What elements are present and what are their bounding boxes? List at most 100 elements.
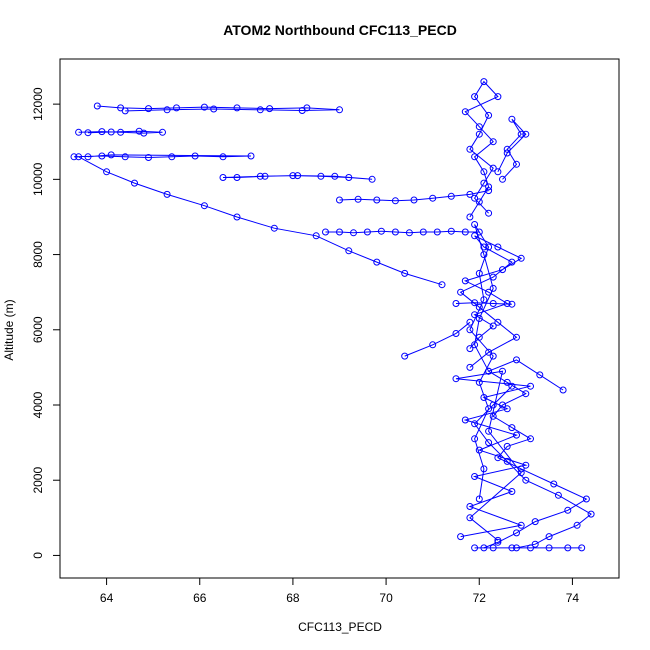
- series-line: [459, 235, 523, 368]
- x-tick-label: 72: [473, 591, 487, 605]
- x-tick-label: 64: [100, 591, 114, 605]
- data-point: [191, 152, 199, 160]
- data-point: [93, 102, 101, 110]
- data-point: [471, 311, 479, 319]
- data-point: [84, 129, 92, 137]
- data-point: [373, 196, 381, 204]
- series-7: [75, 127, 166, 137]
- data-point: [145, 154, 152, 161]
- data-point: [466, 326, 474, 334]
- data-point: [457, 533, 465, 541]
- data-point: [447, 192, 455, 200]
- series-10: [494, 115, 530, 183]
- data-point: [354, 195, 362, 203]
- data-point: [270, 224, 278, 232]
- data-point: [480, 179, 488, 187]
- data-point: [494, 318, 502, 326]
- data-point: [494, 454, 502, 462]
- data-point: [475, 198, 483, 206]
- x-tick-label: 70: [379, 591, 393, 605]
- series-1: [457, 232, 525, 371]
- data-point: [513, 356, 520, 364]
- data-point: [508, 424, 516, 432]
- data-point: [131, 179, 138, 187]
- data-point: [527, 544, 534, 552]
- data-point: [513, 431, 520, 439]
- data-point: [336, 228, 343, 236]
- y-axis-label: Altitude (m): [2, 299, 16, 360]
- data-point: [471, 341, 479, 349]
- data-point: [336, 196, 343, 204]
- data-point: [485, 111, 493, 119]
- data-point: [494, 538, 502, 546]
- data-point: [266, 105, 274, 113]
- data-point: [489, 284, 497, 292]
- data-point: [471, 221, 479, 228]
- data-point: [559, 386, 567, 394]
- y-axis: 0 2000 4000 6000 8000 10000 12000: [31, 87, 61, 559]
- data-point: [503, 378, 511, 386]
- data-point: [461, 416, 469, 424]
- data-point: [471, 299, 479, 307]
- data-point: [210, 105, 218, 113]
- data-point: [294, 172, 302, 180]
- data-point: [219, 153, 227, 161]
- data-point: [517, 469, 525, 477]
- series-3: [322, 227, 483, 237]
- data-point: [503, 145, 511, 153]
- data-point: [233, 104, 241, 112]
- series-layer: [70, 78, 595, 552]
- data-point: [410, 196, 418, 204]
- data-point: [461, 277, 469, 285]
- data-point: [531, 518, 539, 526]
- series-line: [325, 230, 480, 234]
- data-point: [503, 457, 511, 465]
- data-point: [475, 130, 483, 138]
- data-point: [527, 435, 534, 443]
- series-16: [466, 221, 497, 503]
- data-point: [513, 333, 520, 341]
- data-point: [522, 461, 530, 469]
- data-point: [522, 390, 530, 398]
- data-point: [471, 194, 479, 202]
- data-point: [345, 174, 353, 181]
- data-point: [489, 322, 497, 330]
- data-point: [475, 123, 483, 131]
- data-point: [377, 227, 385, 235]
- series-11: [471, 382, 595, 552]
- data-point: [503, 405, 511, 413]
- data-point: [135, 127, 143, 135]
- data-point: [513, 529, 520, 537]
- data-point: [475, 269, 483, 277]
- y-tick-label: 12000: [31, 87, 45, 121]
- data-point: [480, 296, 488, 304]
- data-point: [447, 227, 455, 235]
- y-tick-label: 0: [31, 552, 45, 559]
- data-point: [508, 382, 516, 390]
- data-point: [429, 194, 437, 202]
- data-point: [256, 106, 264, 114]
- data-point: [480, 465, 488, 473]
- data-point: [163, 106, 171, 114]
- data-point: [517, 521, 525, 529]
- data-point: [550, 480, 558, 488]
- data-point: [508, 115, 516, 123]
- data-point: [107, 128, 115, 136]
- data-point: [350, 229, 357, 237]
- data-point: [391, 197, 399, 205]
- data-point: [573, 521, 581, 529]
- data-point: [471, 544, 479, 552]
- data-point: [140, 129, 148, 137]
- data-point: [466, 503, 474, 510]
- data-point: [173, 104, 180, 112]
- data-point: [489, 300, 497, 307]
- data-point: [466, 213, 474, 221]
- data-point: [70, 153, 78, 161]
- data-point: [517, 254, 525, 262]
- data-point: [289, 172, 297, 180]
- data-point: [401, 352, 409, 360]
- data-point: [564, 544, 572, 552]
- data-point: [98, 128, 106, 136]
- data-point: [466, 345, 474, 353]
